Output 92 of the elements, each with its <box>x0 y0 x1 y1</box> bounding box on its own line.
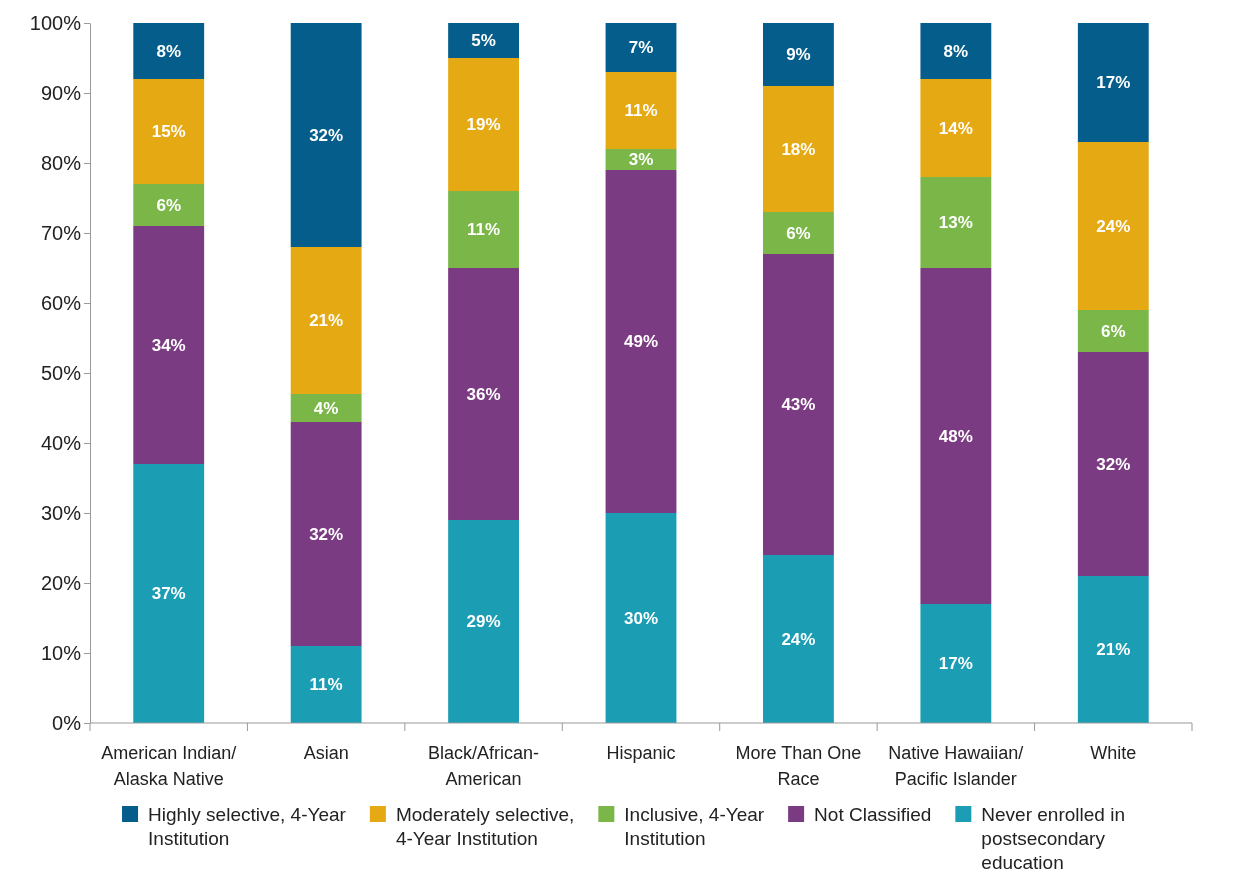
y-tick-label: 10% <box>40 641 82 664</box>
bar <box>763 254 834 555</box>
data-label: 7% <box>628 38 654 58</box>
bar <box>448 268 519 520</box>
bar <box>920 23 992 79</box>
data-label: 11% <box>624 101 658 121</box>
y-tick-label: 100% <box>29 11 82 34</box>
data-label: 24% <box>1096 216 1131 236</box>
x-tick-label: More Than One Race <box>735 743 862 789</box>
bar <box>763 86 834 212</box>
bar <box>763 23 834 86</box>
bar <box>920 79 992 177</box>
bar <box>920 604 992 723</box>
y-tick-label: 90% <box>40 81 82 104</box>
data-label: 21% <box>1096 640 1131 660</box>
y-tick-label: 60% <box>40 291 82 314</box>
bar <box>133 464 205 723</box>
bar <box>448 520 519 723</box>
data-label: 37% <box>151 584 186 604</box>
legend-label: Never enrolled in postsecondary education <box>981 804 1125 873</box>
bar <box>290 646 362 723</box>
x-tick-label: American Indian/Alaska Native <box>101 743 237 789</box>
x-tick-label: Native Hawaiian/Pacific Islander <box>888 743 1024 789</box>
bar <box>605 72 677 149</box>
bar <box>290 23 362 247</box>
legend-label: Inclusive, 4-Year Institution <box>624 804 765 849</box>
bar <box>290 394 362 422</box>
data-label: 21% <box>309 311 344 331</box>
bar <box>1077 23 1149 142</box>
bar <box>448 191 519 268</box>
y-tick-label: 30% <box>40 501 82 524</box>
data-label: 24% <box>781 629 816 649</box>
data-label: 4% <box>313 398 339 418</box>
data-label: 15% <box>151 122 186 142</box>
bar <box>605 170 677 513</box>
data-label: 19% <box>466 115 501 135</box>
data-label: 6% <box>156 195 181 215</box>
x-tick-label: Asian <box>303 743 349 763</box>
bar <box>1077 576 1149 723</box>
data-label: 5% <box>471 31 496 51</box>
bar <box>448 58 519 191</box>
y-tick-label: 70% <box>40 221 82 244</box>
bar <box>920 177 992 268</box>
bar <box>605 23 677 72</box>
bar <box>1077 310 1149 352</box>
data-label: 32% <box>1096 454 1131 474</box>
bar <box>763 555 834 723</box>
data-label: 8% <box>943 41 969 61</box>
bar <box>133 184 205 226</box>
x-tick-label: White <box>1090 743 1137 763</box>
data-label: 43% <box>781 395 816 415</box>
data-label: 8% <box>156 41 181 61</box>
data-label: 3% <box>628 150 654 170</box>
y-tick-label: 80% <box>40 151 82 174</box>
data-label: 9% <box>786 45 811 65</box>
bar <box>763 212 834 254</box>
legend-label: Highly selective, 4-Year Institution <box>148 804 347 849</box>
data-label: 29% <box>466 612 501 632</box>
data-label: 32% <box>309 524 344 544</box>
bar <box>448 23 519 58</box>
bar <box>290 247 362 394</box>
data-label: 48% <box>938 426 973 446</box>
data-label: 32% <box>309 125 344 145</box>
y-tick-label: 40% <box>40 431 82 454</box>
bar <box>605 513 677 723</box>
data-label: 17% <box>1096 73 1131 93</box>
data-label: 13% <box>938 213 973 233</box>
bar <box>133 23 205 79</box>
bar <box>290 422 362 646</box>
y-tick-label: 0% <box>52 711 82 734</box>
y-tick-label: 20% <box>40 571 82 594</box>
data-label: 6% <box>786 223 811 243</box>
data-label: 11% <box>309 675 343 695</box>
data-label: 49% <box>623 332 659 352</box>
bar <box>1077 142 1149 310</box>
y-tick-label: 50% <box>40 361 82 384</box>
bar <box>1077 352 1149 576</box>
x-tick-label: Hispanic <box>606 743 676 763</box>
legend-label: Not Classified <box>814 804 932 825</box>
data-label: 17% <box>938 654 973 674</box>
data-label: 14% <box>938 118 973 138</box>
data-label: 34% <box>151 335 186 355</box>
data-label: 11% <box>467 220 501 240</box>
data-label: 6% <box>1101 321 1126 341</box>
bar <box>133 79 205 184</box>
x-tick-label: Black/African-American <box>428 743 540 789</box>
bar <box>133 226 205 464</box>
legend-label: Moderately selective, 4-Year Institution <box>395 804 575 849</box>
bar <box>920 268 992 604</box>
data-label: 36% <box>466 384 501 404</box>
data-label: 18% <box>781 139 816 159</box>
data-label: 30% <box>623 608 659 628</box>
